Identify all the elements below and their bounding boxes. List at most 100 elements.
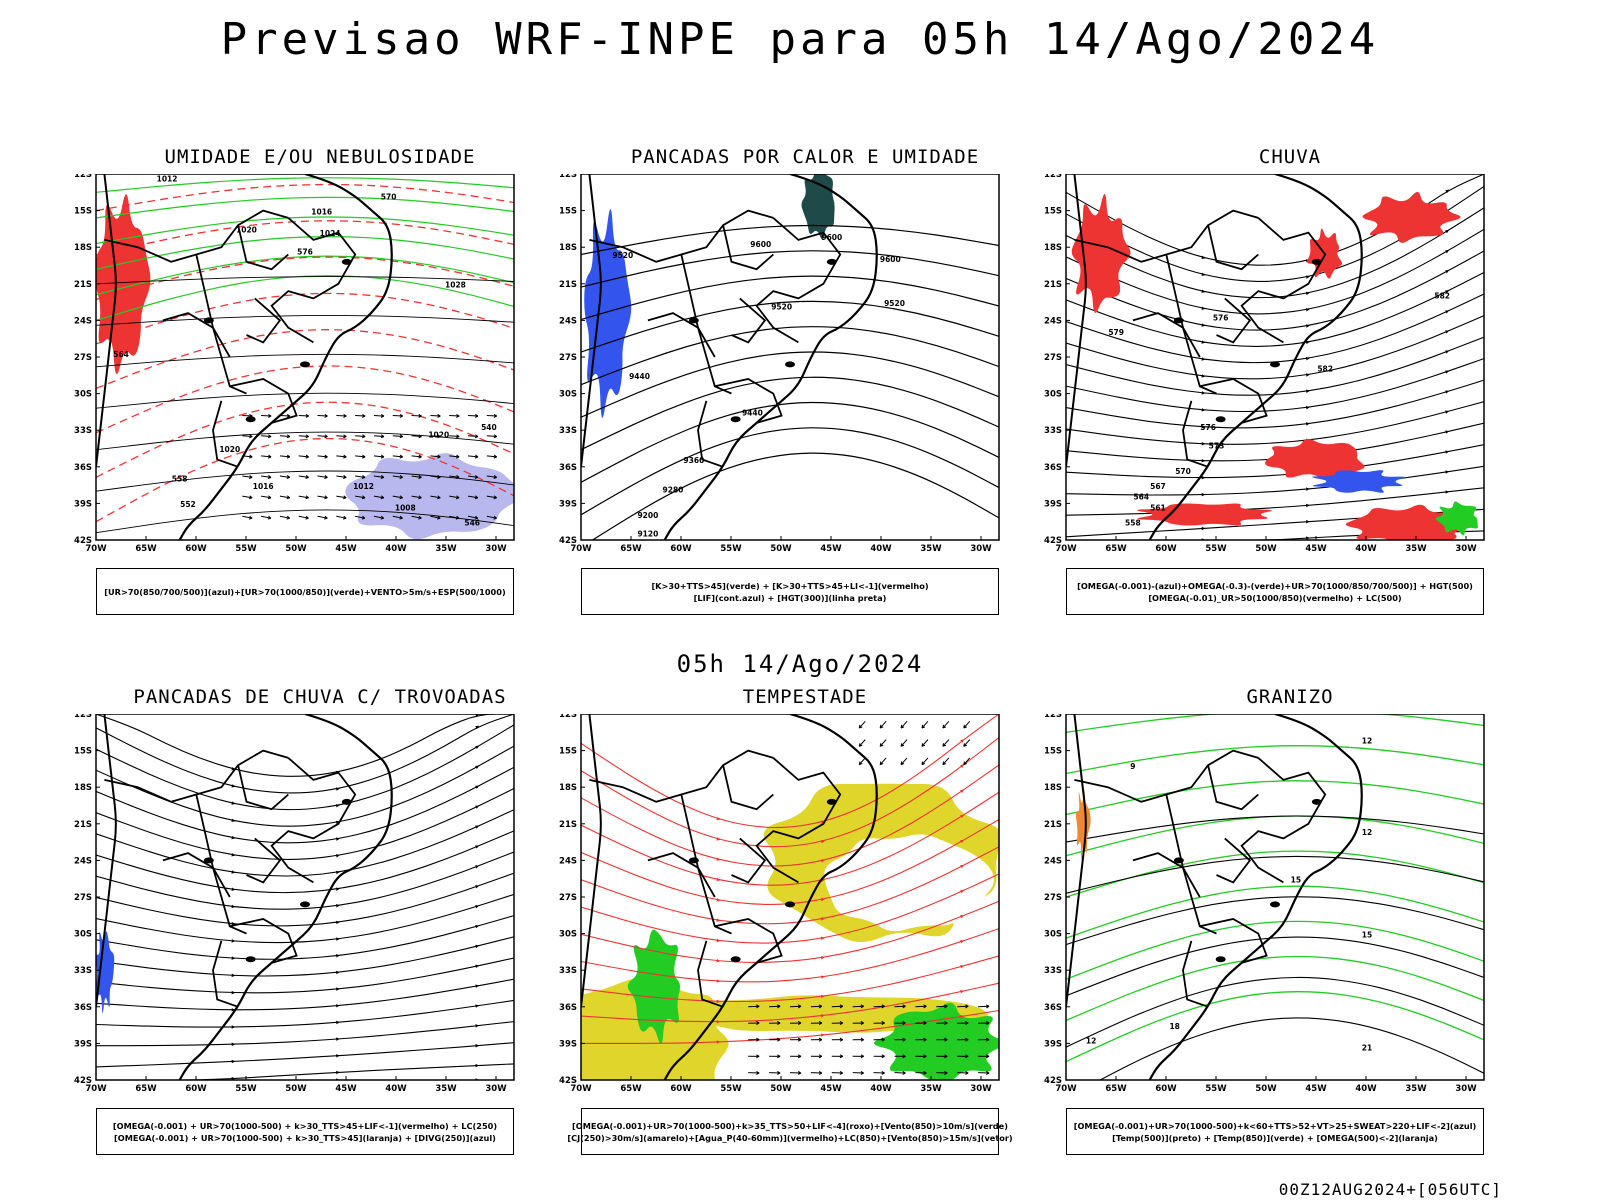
wind-vector (879, 743, 884, 747)
temp850-green-contour (1066, 745, 1484, 775)
streamline-arrowhead (231, 921, 236, 926)
wind-vector (418, 495, 422, 500)
green-contour (96, 235, 514, 270)
wind-vector (944, 1004, 948, 1009)
streamline-arrowhead (475, 825, 480, 829)
lc850-red-streamline (581, 955, 999, 1003)
wind-vector (860, 1070, 864, 1075)
wind-vector (858, 761, 863, 766)
wind-vector (242, 515, 253, 519)
country-border (1240, 217, 1327, 344)
lon-tick-label: 65W (620, 544, 642, 554)
lon-tick-label: 70W (85, 544, 107, 554)
wind-vector (305, 495, 309, 500)
wind-vector (336, 435, 347, 437)
map-layers (96, 714, 514, 1080)
lat-tick-label: 18S (559, 783, 577, 793)
contour-label: 1016 (253, 482, 274, 491)
streamline-arrowhead (336, 787, 340, 791)
hgt300-contour (581, 376, 999, 451)
lat-tick-label: 30S (1044, 390, 1062, 400)
wind-vector (797, 1021, 802, 1025)
wind-vector (797, 1070, 802, 1075)
streamline-arrowhead (821, 994, 825, 999)
wind-vector (261, 515, 272, 519)
wind-vector (860, 1054, 864, 1059)
lon-tick-label: 65W (1105, 1084, 1127, 1094)
lat-tick-label: 12S (74, 174, 92, 180)
wind-vector (411, 455, 422, 458)
wind-vector (343, 495, 347, 500)
wind-vector (305, 454, 309, 459)
wind-vector (342, 515, 347, 520)
temp500-black-contour (1066, 855, 1484, 894)
wind-vector (831, 1005, 843, 1008)
country-border (237, 224, 289, 271)
streamline-arrowhead (960, 865, 965, 869)
contour-label: 558 (172, 474, 188, 483)
wind-vector (860, 1004, 864, 1009)
streamline-arrowhead (231, 818, 236, 823)
lon-tick-label: 60W (670, 544, 692, 554)
country-border (104, 209, 289, 263)
wind850-green-region (627, 929, 682, 1044)
wind-vector (923, 1070, 927, 1075)
wind-vector (242, 475, 253, 478)
wind-vector (986, 1021, 990, 1025)
streamline-arrowhead (231, 1008, 236, 1012)
streamline-arrowhead (231, 904, 236, 909)
lc850-red-streamline (581, 737, 999, 848)
lat-tick-label: 24S (1044, 856, 1062, 866)
wind-vector (957, 1005, 969, 1008)
streamline-arrowhead (1445, 390, 1450, 394)
streamline-arrowhead (1201, 475, 1206, 480)
lat-tick-label: 39S (559, 499, 577, 509)
lat-tick-label: 39S (74, 499, 92, 509)
streamline-arrowhead (1445, 430, 1450, 434)
wind-vector (437, 454, 441, 459)
wind-vector (965, 1004, 969, 1009)
coastline-west (96, 174, 117, 467)
streamline-arrowhead (1445, 189, 1450, 194)
lon-tick-label: 40W (870, 544, 892, 554)
lat-tick-label: 21S (74, 820, 92, 830)
wind-vector (986, 1070, 990, 1075)
lat-tick-label: 36S (559, 463, 577, 473)
wind-vector (860, 1021, 864, 1025)
legend-line: [CJ(250)>30m/s](amarelo)+[Agua_P(40-60mm… (567, 1132, 1013, 1143)
wind-vector (923, 1054, 927, 1059)
contour-label: 9120 (637, 529, 658, 538)
wind-vector (399, 495, 403, 500)
contour-label: 567 (1150, 482, 1166, 491)
omega-red-region (1265, 438, 1369, 480)
lc250-streamline (96, 714, 514, 777)
lon-tick-label: 30W (485, 1084, 507, 1094)
legend-line: [UR>70(850/700/500)](azul)+[UR>70(1000/8… (104, 586, 506, 597)
country-border (195, 254, 247, 395)
green-contour (96, 196, 514, 219)
wind-vector (474, 475, 479, 479)
lake-mark (730, 416, 741, 423)
lon-tick-label: 45W (1305, 1084, 1327, 1094)
lon-tick-label: 70W (1055, 1084, 1077, 1094)
wind-vector (756, 1070, 760, 1075)
lc250-streamline (96, 724, 514, 811)
streamline-arrowhead (1306, 422, 1310, 426)
country-border (1165, 794, 1217, 935)
k-tts-darkteal-region (801, 174, 835, 240)
country-border (1132, 852, 1201, 898)
lat-tick-label: 15S (1044, 747, 1062, 757)
omega-red-region (1362, 192, 1467, 243)
temp850-green-contour (1066, 714, 1484, 733)
lat-tick-label: 39S (1044, 1039, 1062, 1049)
wind-vector (474, 434, 479, 439)
wind-vector (923, 1004, 927, 1009)
wind-vector (963, 757, 971, 765)
panel-trovoadas: PANCADAS DE CHUVA C/ TROVOADAS 12S 15S 18S… (70, 686, 570, 1186)
streamline-arrowhead (475, 805, 480, 809)
wind-vector (343, 454, 347, 459)
wind-vector (915, 1005, 927, 1008)
streamline-arrowhead (821, 936, 825, 941)
wind-vector (298, 515, 309, 519)
